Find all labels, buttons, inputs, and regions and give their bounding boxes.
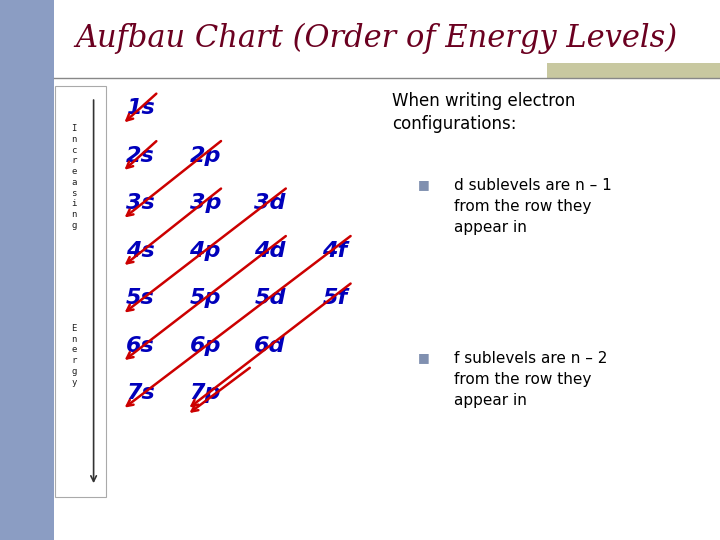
Text: Aufbau Chart (Order of Energy Levels): Aufbau Chart (Order of Energy Levels) [76, 23, 678, 55]
Text: 2s: 2s [126, 145, 155, 166]
Text: 5d: 5d [254, 288, 286, 308]
Text: 1s: 1s [126, 98, 155, 118]
Text: When writing electron
configurations:: When writing electron configurations: [392, 92, 576, 133]
Text: 4d: 4d [254, 240, 286, 261]
Text: 7s: 7s [126, 383, 155, 403]
Text: I
n
c
r
e
a
s
i
n
g: I n c r e a s i n g [71, 124, 77, 230]
Bar [547, 63, 720, 78]
Text: 6d: 6d [254, 335, 286, 356]
Text: d sublevels are n – 1
from the row they
appear in: d sublevels are n – 1 from the row they … [454, 178, 611, 235]
Text: E
n
e
r
g
y: E n e r g y [71, 324, 77, 387]
Bar [55, 86, 106, 497]
Text: 4p: 4p [189, 240, 221, 261]
Text: 3d: 3d [254, 193, 286, 213]
Text: f sublevels are n – 2
from the row they
appear in: f sublevels are n – 2 from the row they … [454, 351, 607, 408]
Text: 4s: 4s [126, 240, 155, 261]
Text: 5s: 5s [126, 288, 155, 308]
Text: 3s: 3s [126, 193, 155, 213]
Text: 4f: 4f [323, 240, 347, 261]
Text: 3p: 3p [189, 193, 221, 213]
Text: 2p: 2p [189, 145, 221, 166]
Text: 6p: 6p [189, 335, 221, 356]
Text: 7p: 7p [189, 383, 221, 403]
Text: 6s: 6s [126, 335, 155, 356]
Text: ■: ■ [418, 178, 429, 191]
Text: 5f: 5f [323, 288, 347, 308]
Text: ■: ■ [418, 351, 429, 364]
Bar [0, 0, 54, 540]
Text: 5p: 5p [189, 288, 221, 308]
